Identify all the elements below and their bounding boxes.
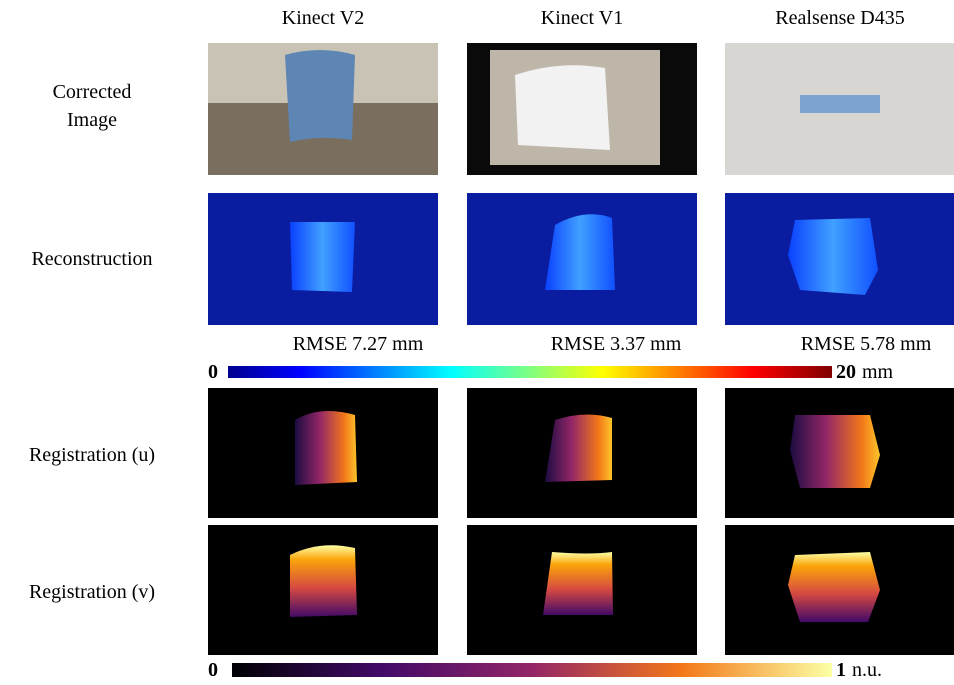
row-label: Registration (u) (29, 443, 155, 467)
registration-shape (295, 411, 357, 485)
row-label: Image (67, 108, 117, 132)
column-header: Kinect V2 (282, 6, 364, 30)
colorbar-min: 0 (208, 658, 218, 682)
photo-pattern (800, 95, 880, 113)
row-label: Registration (v) (29, 580, 155, 604)
rmse-label: RMSE 3.37 mm (551, 332, 682, 356)
colorbar-unit: mm (862, 360, 893, 384)
column-header: Kinect V1 (541, 6, 623, 30)
colorbar-depth (228, 366, 832, 378)
registration-shape (545, 414, 612, 482)
rmse-label: RMSE 7.27 mm (293, 332, 424, 356)
depth-shape (788, 218, 878, 295)
colorbar-unit: n.u. (852, 658, 882, 682)
registration-shape (290, 545, 357, 617)
registration-shape (788, 552, 880, 622)
row-label: Reconstruction (31, 247, 152, 271)
registration-shape (790, 415, 880, 488)
photo-paper (285, 50, 355, 142)
registration-shape (543, 552, 613, 615)
photo-paper (515, 65, 610, 150)
row-label: Corrected (53, 80, 132, 104)
depth-shape (545, 214, 615, 290)
figure: Kinect V2 Kinect V1 Realsense D435 Corre… (0, 0, 954, 685)
rmse-label: RMSE 5.78 mm (801, 332, 932, 356)
colorbar-registration (232, 663, 832, 677)
colorbar-max: 20 (836, 360, 856, 384)
depth-shape (290, 222, 355, 292)
colorbar-max: 1 (836, 658, 846, 682)
colorbar-min: 0 (208, 360, 218, 384)
column-header: Realsense D435 (775, 6, 904, 30)
